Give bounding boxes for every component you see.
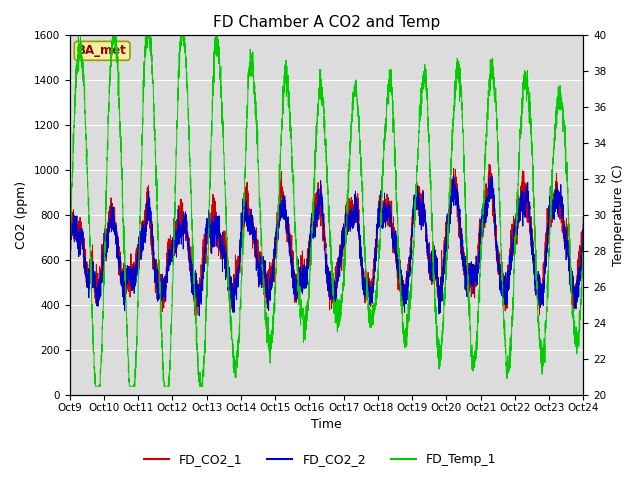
FD_Temp_1: [66, 272, 74, 277]
FD_CO2_1: [310, 209, 317, 215]
X-axis label: Time: Time: [311, 419, 342, 432]
FD_CO2_2: [564, 243, 572, 249]
FD_CO2_2: [66, 246, 74, 252]
FD_Temp_1: [538, 345, 546, 351]
FD_CO2_1: [286, 229, 294, 235]
Legend: FD_CO2_1, FD_CO2_2, FD_Temp_1: FD_CO2_1, FD_CO2_2, FD_Temp_1: [139, 448, 501, 471]
Line: FD_CO2_2: FD_CO2_2: [70, 176, 584, 316]
FD_CO2_2: [538, 298, 546, 304]
Line: FD_Temp_1: FD_Temp_1: [70, 36, 584, 386]
FD_CO2_2: [449, 173, 457, 179]
Title: FD Chamber A CO2 and Temp: FD Chamber A CO2 and Temp: [213, 15, 440, 30]
FD_CO2_1: [282, 214, 289, 220]
FD_CO2_2: [286, 240, 294, 245]
FD_Temp_1: [439, 322, 447, 328]
FD_Temp_1: [564, 198, 572, 204]
FD_CO2_1: [485, 161, 493, 167]
FD_Temp_1: [92, 384, 99, 389]
FD_CO2_1: [191, 312, 199, 318]
FD_CO2_1: [564, 250, 572, 255]
FD_Temp_1: [109, 33, 116, 38]
Text: BA_met: BA_met: [77, 44, 127, 57]
FD_CO2_1: [538, 290, 546, 296]
FD_CO2_2: [282, 202, 289, 207]
FD_Temp_1: [310, 176, 318, 181]
FD_CO2_2: [195, 313, 203, 319]
Y-axis label: Temperature (C): Temperature (C): [612, 164, 625, 266]
FD_CO2_2: [580, 231, 588, 237]
FD_Temp_1: [580, 242, 588, 248]
FD_CO2_1: [439, 272, 447, 277]
FD_CO2_2: [310, 223, 317, 229]
FD_CO2_1: [66, 233, 74, 239]
FD_CO2_1: [580, 222, 588, 228]
FD_Temp_1: [286, 112, 294, 118]
Y-axis label: CO2 (ppm): CO2 (ppm): [15, 181, 28, 249]
FD_Temp_1: [282, 71, 289, 77]
Line: FD_CO2_1: FD_CO2_1: [70, 164, 584, 315]
FD_CO2_2: [439, 275, 447, 280]
